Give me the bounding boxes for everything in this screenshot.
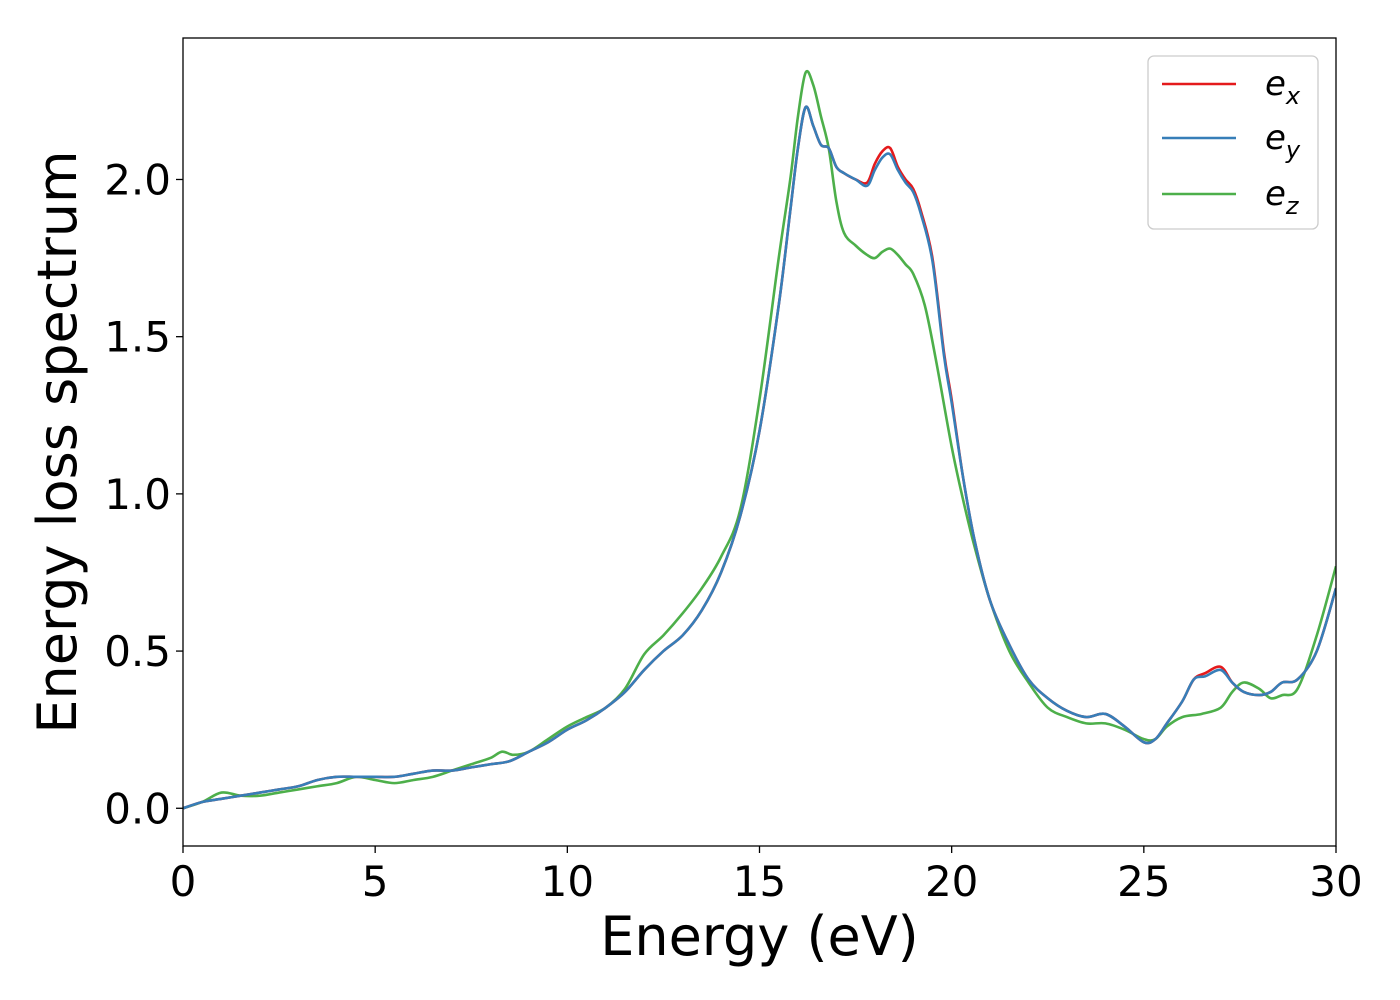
legend-label-z: ez	[1265, 174, 1300, 220]
x-tick-label: 30	[1309, 857, 1362, 906]
x-axis-ticks: 0 5 10 15 20 25 30	[170, 846, 1363, 906]
x-tick-label: 5	[362, 857, 389, 906]
x-axis-label: Energy (eV)	[600, 905, 919, 968]
legend-box	[1147, 55, 1319, 230]
legend-label-y: ey	[1265, 118, 1301, 164]
legend-label-x: ex	[1265, 64, 1301, 110]
y-tick-label: 2.0	[104, 155, 171, 204]
legend: ex ey ez	[1147, 55, 1319, 230]
y-tick-label: 0.0	[104, 784, 171, 833]
x-tick-label: 15	[733, 857, 786, 906]
y-axis-label: Energy loss spectrum	[26, 150, 89, 733]
y-tick-label: 1.5	[104, 313, 171, 362]
series-line-z	[183, 70, 1336, 810]
plot-background	[183, 38, 1336, 846]
series-layer	[183, 70, 1336, 810]
x-tick-label: 0	[170, 857, 197, 906]
y-tick-label: 0.5	[104, 627, 171, 676]
series-line-y	[183, 105, 1336, 810]
y-axis-ticks: 0.0 0.5 1.0 1.5 2.0	[104, 155, 183, 833]
x-tick-label: 10	[541, 857, 594, 906]
y-tick-label: 1.0	[104, 470, 171, 519]
x-tick-label: 25	[1117, 857, 1170, 906]
x-tick-label: 20	[925, 857, 978, 906]
